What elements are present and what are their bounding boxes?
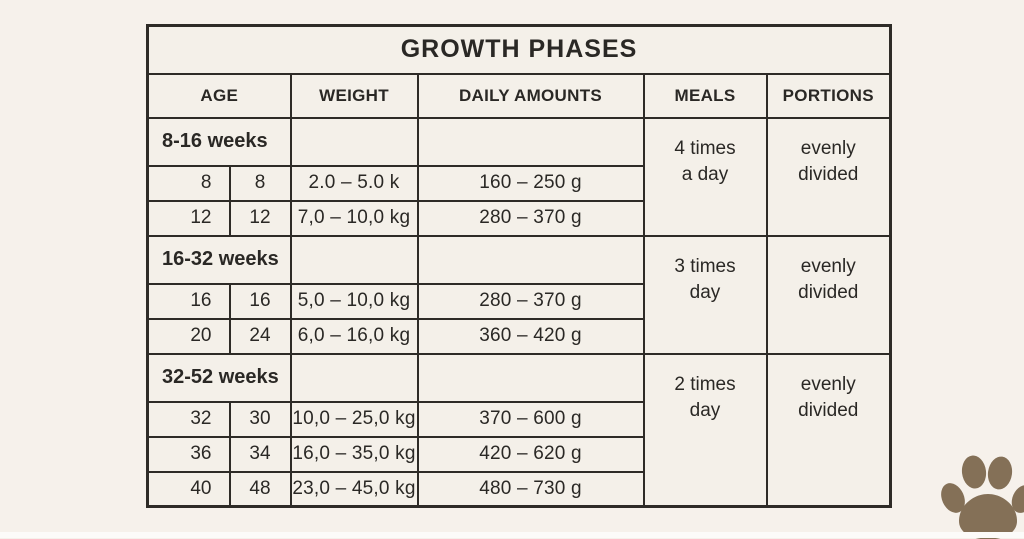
portions-line: evenly <box>800 255 856 277</box>
table-row: 12 12 7,0 – 10,0 kg 280 – 370 g <box>146 199 891 237</box>
weight-cell: 16,0 – 35,0 kg <box>289 435 419 473</box>
bottom-white-strip <box>0 532 1024 538</box>
table-title: GROWTH PHASES <box>146 24 892 75</box>
portions-cell: evenly divided <box>765 352 892 508</box>
age-week-cell: 32 <box>146 400 231 438</box>
empty-daily-cell <box>416 352 645 403</box>
section-phase-label: 16-32 weeks <box>146 234 292 285</box>
weight-cell: 23,0 – 45,0 kg <box>289 470 419 508</box>
empty-weight-cell <box>289 116 419 167</box>
age-cell: 30 <box>228 400 292 438</box>
section-phase-label: 32-52 weeks <box>146 352 292 403</box>
weight-cell: 5,0 – 10,0 kg <box>289 282 419 320</box>
meals-cell: 4 times a day <box>642 116 768 237</box>
meals-cell: 2 times day <box>642 352 768 508</box>
table-row: 40 48 23,0 – 45,0 kg 480 – 730 g <box>146 470 891 508</box>
age-week-cell: 40 <box>146 470 231 508</box>
daily-amount-cell: 480 – 730 g <box>416 470 645 508</box>
growth-phases-table: GROWTH PHASES AGE WEIGHT DAILY AMOUNTS M… <box>146 24 892 508</box>
age-week-cell: 36 <box>146 435 231 473</box>
meals-line: day <box>689 399 721 421</box>
portions-cell: evenly divided <box>765 116 892 237</box>
weight-cell: 10,0 – 25,0 kg <box>289 400 419 438</box>
portions-line: divided <box>798 281 859 303</box>
age-week-cell: 16 <box>146 282 231 320</box>
table-title-row: GROWTH PHASES <box>146 24 892 75</box>
portions-line: divided <box>798 163 859 185</box>
section-header-row: 32-52 weeks 2 times day evenly divided <box>146 352 892 508</box>
age-cell: 34 <box>228 435 292 473</box>
age-cell: 12 <box>228 199 292 237</box>
table-row: 16 16 5,0 – 10,0 kg 280 – 370 g <box>146 282 891 320</box>
column-header-portions: PORTIONS <box>765 72 892 119</box>
empty-weight-cell <box>289 352 419 403</box>
weight-cell: 7,0 – 10,0 kg <box>289 199 419 237</box>
meals-line: day <box>689 281 721 303</box>
column-header-meals: MEALS <box>642 72 768 119</box>
meals-line: 4 times <box>674 137 736 159</box>
daily-amount-cell: 370 – 600 g <box>416 400 645 438</box>
meals-line: a day <box>681 163 729 185</box>
daily-amount-cell: 360 – 420 g <box>416 317 645 355</box>
age-week-cell: 12 <box>146 199 231 237</box>
age-cell: 24 <box>228 317 292 355</box>
age-cell: 8 <box>228 164 292 202</box>
empty-weight-cell <box>289 234 419 285</box>
daily-amount-cell: 160 – 250 g <box>416 164 645 202</box>
column-header-weight: WEIGHT <box>289 72 419 119</box>
table-row: 36 34 16,0 – 35,0 kg 420 – 620 g <box>146 435 891 473</box>
paw-print-icon <box>941 455 1024 539</box>
meals-line: 2 times <box>674 373 736 395</box>
empty-daily-cell <box>416 116 645 167</box>
table-row: 8 8 2.0 – 5.0 k 160 – 250 g <box>146 164 891 202</box>
portions-cell: evenly divided <box>765 234 892 355</box>
age-week-cell: 20 <box>146 317 231 355</box>
table-row: 20 24 6,0 – 16,0 kg 360 – 420 g <box>146 317 891 355</box>
daily-amount-cell: 280 – 370 g <box>416 282 645 320</box>
weight-cell: 2.0 – 5.0 k <box>289 164 419 202</box>
section-phase-label: 8-16 weeks <box>146 116 292 167</box>
meals-cell: 3 times day <box>642 234 768 355</box>
empty-daily-cell <box>416 234 645 285</box>
daily-amount-cell: 420 – 620 g <box>416 435 645 473</box>
daily-amount-cell: 280 – 370 g <box>416 199 645 237</box>
column-header-daily-amounts: DAILY AMOUNTS <box>416 72 645 119</box>
column-header-age: AGE <box>146 72 292 119</box>
age-week-cell: 8 <box>146 164 231 202</box>
table-header-row: AGE WEIGHT DAILY AMOUNTS MEALS PORTIONS <box>146 72 892 119</box>
section-header-row: 8-16 weeks 4 times a day evenly divided <box>146 116 892 237</box>
portions-line: evenly <box>800 137 856 159</box>
age-cell: 16 <box>228 282 292 320</box>
section-header-row: 16-32 weeks 3 times day evenly divided <box>146 234 892 355</box>
age-cell: 48 <box>228 470 292 508</box>
weight-cell: 6,0 – 16,0 kg <box>289 317 419 355</box>
table-row: 32 30 10,0 – 25,0 kg 370 – 600 g <box>146 400 891 438</box>
portions-line: evenly <box>800 373 856 395</box>
meals-line: 3 times <box>674 255 736 277</box>
portions-line: divided <box>798 399 859 421</box>
